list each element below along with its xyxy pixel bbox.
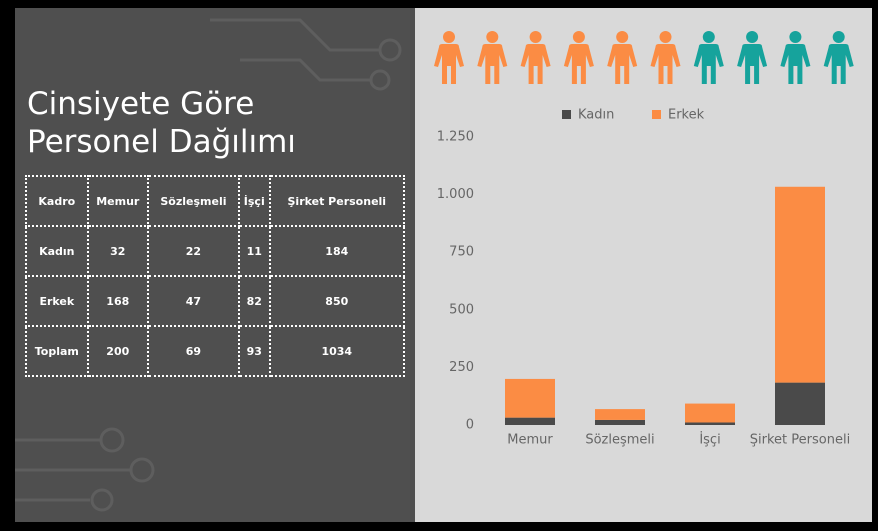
bar-segment <box>685 404 735 423</box>
table-cell: Şirket Personeli <box>270 176 404 226</box>
person-icon <box>573 31 585 43</box>
y-tick-label: 1.250 <box>437 130 474 145</box>
person-icon <box>824 44 854 84</box>
legend-swatch <box>562 110 571 119</box>
person-icon <box>789 31 801 43</box>
y-tick-label: 1.000 <box>437 187 474 202</box>
person-icon <box>737 44 767 84</box>
y-tick-label: 500 <box>449 302 474 317</box>
table-cell: Kadro <box>26 176 88 226</box>
person-icon <box>746 31 758 43</box>
title-line: Personel Dağılımı <box>27 124 296 160</box>
title-line: Cinsiyete Göre <box>27 86 254 122</box>
y-tick-label: 0 <box>466 418 474 433</box>
person-icon <box>530 31 542 43</box>
bar-segment <box>775 383 825 425</box>
table-cell: 93 <box>239 326 270 376</box>
bar-segment <box>685 422 735 425</box>
table-cell: 22 <box>148 226 239 276</box>
person-icon <box>833 31 845 43</box>
x-tick-label: İşçi <box>699 432 720 448</box>
person-icon <box>703 31 715 43</box>
table-cell: 200 <box>88 326 148 376</box>
table-cell: 850 <box>270 276 404 326</box>
table-cell: 184 <box>270 226 404 276</box>
x-tick-label: Şirket Personeli <box>750 433 850 448</box>
legend-label: Erkek <box>668 108 705 123</box>
person-icon <box>607 44 637 84</box>
person-icon <box>651 44 681 84</box>
table-cell: 82 <box>239 276 270 326</box>
person-icon <box>616 31 628 43</box>
x-tick-label: Sözleşmeli <box>585 433 654 448</box>
legend-swatch <box>652 110 661 119</box>
table-cell: İşçi <box>239 176 270 226</box>
table-cell: Memur <box>88 176 148 226</box>
bar-segment <box>505 379 555 418</box>
legend-label: Kadın <box>578 108 614 123</box>
table-cell: Sözleşmeli <box>148 176 239 226</box>
person-icon <box>660 31 672 43</box>
bar-segment <box>775 187 825 383</box>
person-icon <box>564 44 594 84</box>
person-icon <box>486 31 498 43</box>
person-icon <box>694 44 724 84</box>
person-icon <box>477 44 507 84</box>
bar-segment <box>595 420 645 425</box>
bar-segment <box>505 418 555 425</box>
table-cell: 32 <box>88 226 148 276</box>
x-tick-label: Memur <box>507 433 553 448</box>
table-cell: 168 <box>88 276 148 326</box>
page: 02505007501.0001.250KadınErkekMemurSözle… <box>0 0 878 531</box>
person-icon <box>780 44 810 84</box>
table-cell: Toplam <box>26 326 88 376</box>
person-icon <box>521 44 551 84</box>
y-tick-label: 750 <box>449 245 474 260</box>
table-cell: Kadın <box>26 226 88 276</box>
table-cell: 1034 <box>270 326 404 376</box>
table-cell: 11 <box>239 226 270 276</box>
person-icon <box>443 31 455 43</box>
person-icon <box>434 44 464 84</box>
table-cell: 47 <box>148 276 239 326</box>
y-tick-label: 250 <box>449 360 474 375</box>
table-cell: Erkek <box>26 276 88 326</box>
table-cell: 69 <box>148 326 239 376</box>
bar-segment <box>595 409 645 420</box>
